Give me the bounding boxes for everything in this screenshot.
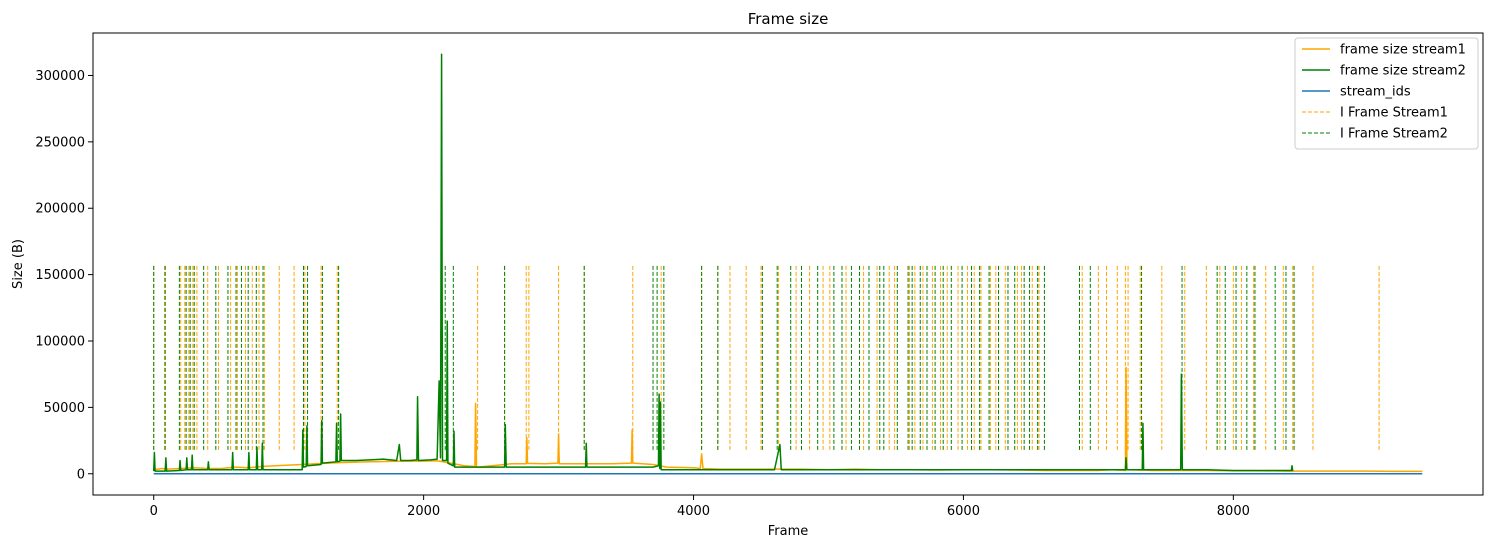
x-tick-label: 4000 [677, 504, 710, 519]
chart-title: Frame size [748, 10, 829, 28]
x-axis-label: Frame [768, 524, 809, 539]
y-tick-label: 100000 [35, 335, 85, 350]
y-axis-label: Size (B) [11, 239, 26, 289]
series-4-markers [153, 265, 1295, 450]
series-line-1 [152, 53, 1294, 472]
y-tick-label: 150000 [35, 268, 85, 283]
series-3-markers [153, 265, 1380, 450]
plot-area-frame [92, 32, 1484, 496]
x-tick-label: 6000 [947, 504, 980, 519]
y-tick-label: 200000 [35, 202, 85, 217]
y-tick-label: 250000 [35, 135, 85, 150]
legend-entry-label: frame size stream2 [1340, 64, 1466, 79]
legend-entry-label: I Frame Stream2 [1340, 127, 1448, 142]
x-tick-label: 2000 [407, 504, 440, 519]
x-tick-label: 0 [150, 504, 158, 519]
y-tick-label: 50000 [44, 401, 85, 416]
series-line-0 [153, 366, 1423, 473]
legend-entry-label: frame size stream1 [1340, 43, 1466, 58]
y-tick-label: 0 [77, 467, 85, 482]
legend-entry-label: I Frame Stream1 [1340, 106, 1448, 121]
legend: frame size stream1 frame size stream2 stre… [1294, 37, 1479, 150]
y-tick-label: 300000 [35, 69, 85, 84]
legend-entry-label: stream_ids [1340, 85, 1411, 100]
x-tick-label: 8000 [1217, 504, 1250, 519]
